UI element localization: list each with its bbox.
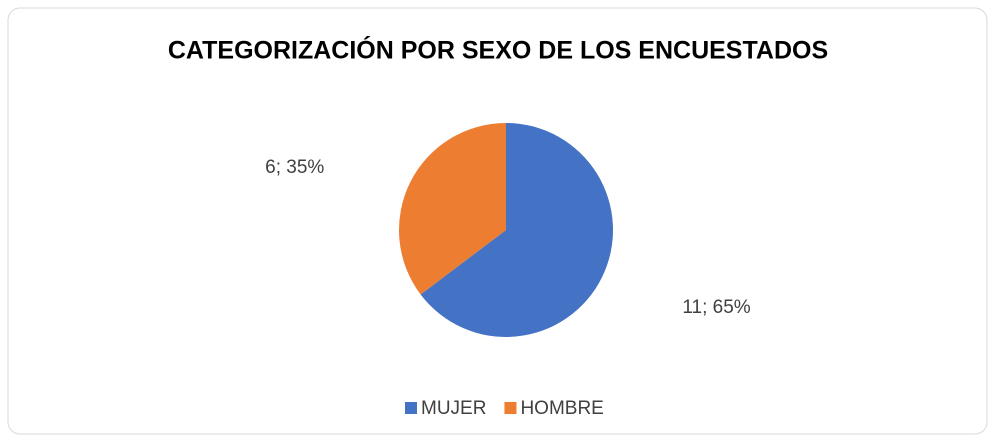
legend-swatch bbox=[504, 402, 517, 414]
legend-label: MUJER bbox=[421, 398, 486, 419]
pie-slice bbox=[420, 123, 613, 338]
pie-slice bbox=[398, 123, 506, 295]
data-label: 6; 35% bbox=[265, 157, 324, 178]
chart-title: CATEGORIZACIÓN POR SEXO DE LOS ENCUESTAD… bbox=[168, 35, 828, 65]
legend-swatch bbox=[405, 402, 417, 414]
legend-label: HOMBRE bbox=[520, 398, 603, 419]
data-label: 11; 65% bbox=[682, 297, 750, 318]
